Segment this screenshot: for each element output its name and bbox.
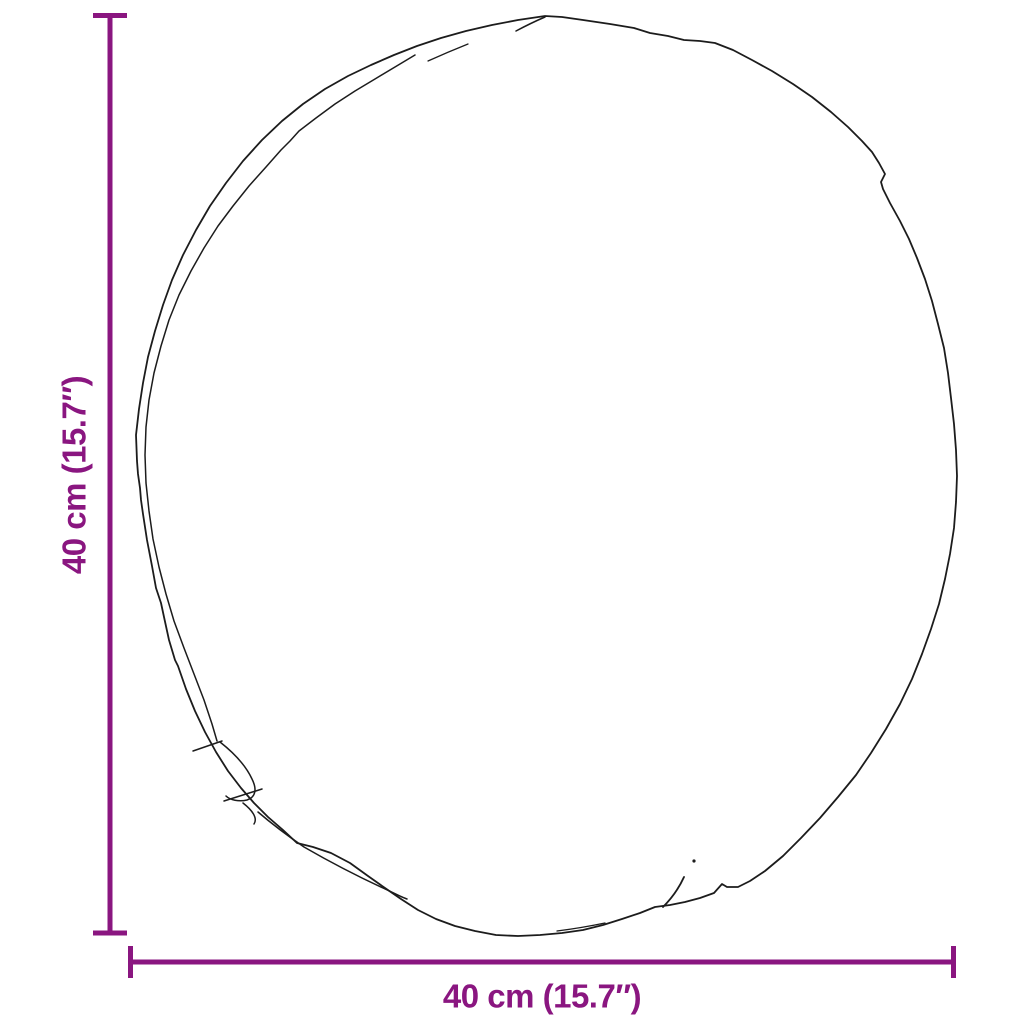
fold-detail-blob: [219, 741, 256, 802]
outline-seam-lower-path: [257, 811, 408, 900]
outline-main-path: [135, 15, 958, 937]
fold-detail-tick-bottom: [223, 788, 263, 802]
horizontal-dimension-label: 40 cm (15.7″): [442, 977, 642, 1015]
fold-detail-tail: [242, 802, 256, 825]
bottom-overlap-stroke: [556, 922, 606, 932]
horizontal-dimension-line: [128, 946, 956, 978]
product-outline-icon: [135, 15, 958, 937]
outline-seam-path: [144, 54, 416, 742]
seam-branch-path: [662, 876, 685, 908]
top-bump-stroke: [515, 16, 546, 32]
fold-detail-tick-top: [192, 740, 223, 752]
vertical-dimension-label: 40 cm (15.7″): [55, 375, 93, 575]
vertical-dimension-line: [93, 13, 127, 936]
top-left-overlap-stroke: [427, 43, 469, 62]
speck-dot: [692, 859, 696, 863]
